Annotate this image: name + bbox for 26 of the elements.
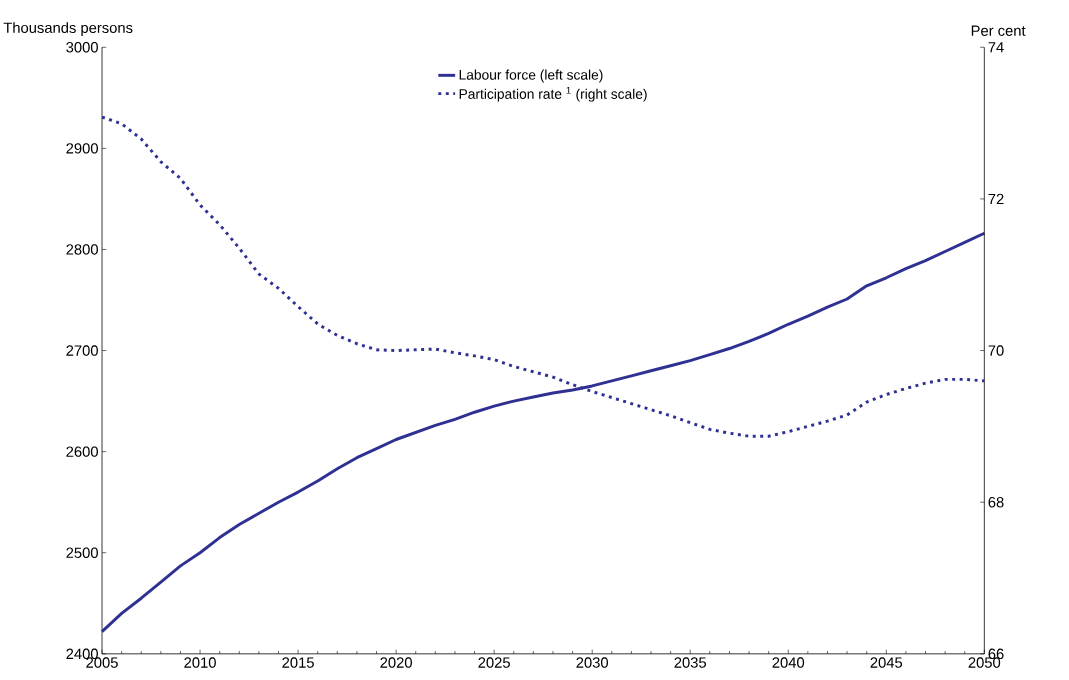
y2-tick-label: 68 bbox=[988, 496, 1004, 508]
legend-label: Labour force (left scale) bbox=[459, 69, 603, 83]
y2-axis-title: Per cent bbox=[971, 25, 1026, 36]
y-tick-label: 3000 bbox=[66, 41, 98, 53]
x-tick-label: 2005 bbox=[86, 657, 118, 668]
y2-tick-label: 74 bbox=[988, 41, 1004, 53]
x-tick-label: 2040 bbox=[772, 657, 805, 668]
y-tick-label: 2700 bbox=[66, 345, 98, 356]
x-tick-label: 2045 bbox=[870, 657, 903, 668]
y-tick-label: 2500 bbox=[66, 547, 98, 558]
y2-tick-label: 70 bbox=[988, 345, 1004, 356]
x-tick-label: 2025 bbox=[478, 657, 510, 668]
legend-label: Participation rate $^{1}$ (right scale) bbox=[459, 86, 647, 102]
y-tick-label: 2900 bbox=[66, 142, 98, 154]
y2-tick-label: 66 bbox=[988, 648, 1004, 659]
x-tick-label: 2050 bbox=[968, 657, 1001, 668]
x-tick-label: 2015 bbox=[282, 657, 314, 668]
x-tick-label: 2035 bbox=[674, 657, 707, 668]
y-tick-label: 2600 bbox=[66, 446, 98, 457]
x-tick-label: 2010 bbox=[184, 657, 216, 668]
y2-tick-label: 72 bbox=[988, 193, 1004, 204]
x-tick-label: 2020 bbox=[380, 657, 412, 668]
y-axis-title: Thousands persons bbox=[3, 21, 133, 36]
y-tick-label: 2800 bbox=[66, 244, 98, 255]
x-tick-label: 2030 bbox=[576, 657, 609, 668]
y-tick-label: 2400 bbox=[66, 648, 98, 659]
